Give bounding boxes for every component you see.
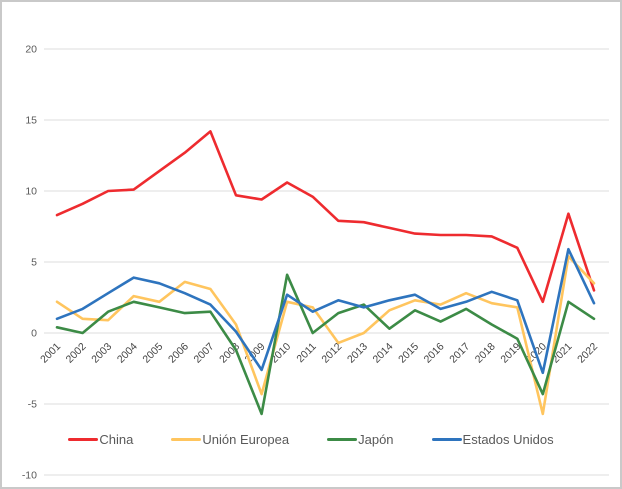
x-axis-tick-label: 2015 — [396, 341, 421, 366]
series-line-china — [55, 130, 596, 304]
y-axis-tick-label: 20 — [25, 44, 37, 56]
x-axis-tick-label: 2012 — [319, 341, 344, 366]
x-axis-tick-label: 2018 — [473, 341, 498, 366]
y-axis-tick-label: -5 — [28, 399, 37, 411]
y-axis-tick-label: 15 — [25, 115, 37, 127]
chart-legend: China Unión Europea Japón Estados Unidos — [2, 432, 620, 447]
legend-line-swatch-icon — [68, 438, 99, 441]
series-line-japón — [55, 273, 596, 416]
legend-item-china: China — [68, 432, 133, 447]
x-axis-tick-label: 2003 — [89, 341, 114, 366]
x-axis-tick-label: 2004 — [115, 341, 140, 366]
y-axis-tick-label: 5 — [31, 257, 37, 269]
x-axis-tick-label: 2017 — [447, 341, 472, 366]
series-line-unión-europea — [55, 255, 596, 416]
legend-item-unión-europea: Unión Europea — [171, 432, 289, 447]
legend-label: Unión Europea — [202, 432, 290, 447]
x-axis-tick-label: 2001 — [38, 341, 63, 366]
legend-item-estados-unidos: Estados Unidos — [431, 432, 554, 447]
x-axis-tick-label: 2002 — [64, 341, 89, 366]
series-line-estados-unidos — [55, 247, 596, 375]
legend-line-swatch-icon — [431, 438, 462, 441]
legend-label: Japón — [358, 432, 394, 447]
x-axis-tick-label: 2016 — [422, 341, 447, 366]
x-axis-tick-label: 2011 — [294, 341, 319, 366]
x-axis-tick-label: 2007 — [192, 341, 217, 366]
y-axis-tick-label: 0 — [31, 328, 37, 340]
x-axis-tick-label: 2014 — [371, 341, 396, 366]
x-axis-tick-label: 2005 — [140, 341, 165, 366]
x-axis-tick-label: 2006 — [166, 341, 191, 366]
legend-label: China — [99, 432, 134, 447]
x-axis-tick-label: 2013 — [345, 341, 370, 366]
legend-line-swatch-icon — [327, 438, 358, 441]
x-axis-tick-label: 2022 — [575, 341, 600, 366]
legend-item-japón: Japón — [327, 432, 394, 447]
y-axis-tick-label: -10 — [22, 470, 37, 482]
legend-label: Estados Unidos — [462, 432, 554, 447]
y-axis-tick-label: 10 — [25, 186, 37, 198]
legend-line-swatch-icon — [171, 438, 202, 441]
